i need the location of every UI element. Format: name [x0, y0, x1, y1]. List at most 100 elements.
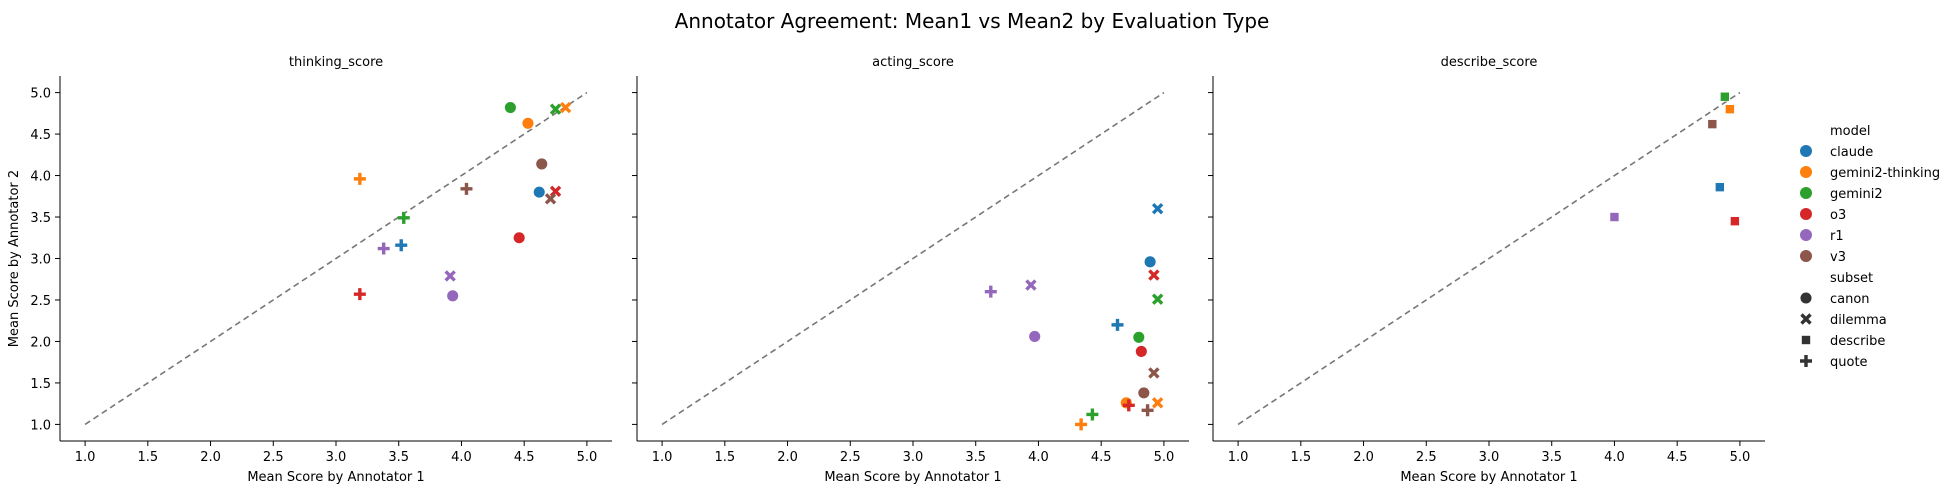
x-tick-label: 2.0	[1353, 450, 1374, 465]
legend-swatch-o3	[1800, 208, 1812, 220]
legend-hue-title: model	[1830, 124, 1870, 139]
point-claude-describe	[1715, 182, 1725, 192]
point-gemini2-thinking-canon	[521, 116, 535, 130]
legend-label-dilemma: dilemma	[1830, 313, 1887, 328]
x-tick-label: 2.5	[840, 450, 861, 465]
legend-swatch-r1	[1800, 229, 1812, 241]
x-tick-label: 2.5	[1416, 450, 1437, 465]
point-r1-quote	[377, 242, 390, 255]
y-tick-label: 1.5	[30, 377, 51, 392]
y-tick-label: 4.5	[30, 128, 51, 143]
point-gemini2-quote	[1086, 408, 1099, 421]
x-tick-label: 1.0	[75, 450, 96, 465]
point-gemini2-canon	[1132, 330, 1146, 344]
point-gemini2-describe	[1720, 91, 1730, 102]
x-tick-label: 2.0	[777, 450, 798, 465]
legend-label-gemini2-thinking: gemini2-thinking	[1830, 166, 1940, 181]
figure-title: Annotator Agreement: Mean1 vs Mean2 by E…	[675, 9, 1270, 33]
point-claude-quote	[395, 239, 408, 252]
x-tick-label: 5.0	[577, 450, 598, 465]
point-claude-canon	[532, 185, 546, 199]
x-tick-label: 1.5	[1290, 450, 1311, 465]
panel-acting_score: 1.0 1.5 2.0 2.5 3.0 3.5 4.0 4.5 5.0 acting_score M…	[632, 55, 1189, 485]
x-tick-label: 2.0	[200, 450, 221, 465]
x-tick-label: 3.5	[1541, 450, 1562, 465]
point-v3-quote	[1141, 404, 1154, 417]
panel-describe_score: 1.0 1.5 2.0 2.5 3.0 3.5 4.0 4.5 5.0 describe_scor…	[1208, 55, 1765, 485]
x-tick-label: 1.0	[652, 450, 673, 465]
y-tick-label: 4.0	[30, 170, 51, 185]
legend-marker-canon	[1799, 291, 1813, 305]
legend-swatch-claude	[1800, 145, 1812, 157]
x-tick-label: 3.5	[388, 450, 409, 465]
x-tick-label: 4.0	[451, 450, 472, 465]
x-tick-label: 3.5	[965, 450, 986, 465]
legend-label-r1: r1	[1830, 229, 1844, 244]
legend-label-quote: quote	[1830, 355, 1868, 370]
point-gemini2-quote	[397, 211, 410, 224]
reference-line	[1237, 91, 1741, 426]
x-axis-label: Mean Score by Annotator 1	[824, 470, 1001, 485]
legend-style-title: subset	[1830, 271, 1873, 286]
point-claude-canon	[1143, 255, 1157, 269]
panel-title: thinking_score	[289, 55, 383, 70]
y-tick-label: 1.0	[30, 418, 51, 433]
x-tick-label: 3.0	[326, 450, 347, 465]
legend-swatch-v3	[1800, 250, 1812, 262]
y-tick-label: 3.0	[30, 253, 51, 268]
reference-line	[661, 91, 1165, 426]
x-tick-label: 1.0	[1228, 450, 1249, 465]
point-v3-quote	[460, 182, 473, 195]
x-tick-label: 3.0	[903, 450, 924, 465]
legend-label-v3: v3	[1830, 250, 1846, 265]
panel-title: acting_score	[872, 55, 954, 70]
point-r1-quote	[984, 285, 997, 298]
legend: model claude gemini2-thinking gemini2 o3 r1 v3…	[1799, 124, 1940, 370]
y-tick-label: 2.0	[30, 335, 51, 350]
point-o3-describe	[1730, 216, 1740, 226]
point-o3-quote	[1122, 399, 1135, 412]
reference-line	[84, 91, 588, 426]
point-claude-dilemma	[1151, 203, 1164, 215]
y-tick-label: 3.5	[30, 211, 51, 226]
point-v3-canon	[1137, 386, 1151, 400]
point-gemini2-thinking-dilemma	[1151, 397, 1164, 409]
x-tick-label: 4.5	[1667, 450, 1688, 465]
legend-label-claude: claude	[1830, 145, 1873, 160]
x-tick-label: 2.5	[263, 450, 284, 465]
point-v3-describe	[1707, 119, 1718, 129]
legend-marker-describe	[1801, 335, 1811, 345]
x-tick-label: 1.5	[714, 450, 735, 465]
point-o3-canon	[512, 231, 526, 245]
panel-title: describe_score	[1441, 55, 1538, 70]
point-r1-canon	[1028, 330, 1042, 343]
x-tick-label: 1.5	[137, 450, 158, 465]
x-axis-label: Mean Score by Annotator 1	[247, 470, 424, 485]
x-tick-label: 5.0	[1730, 450, 1751, 465]
point-r1-canon	[446, 289, 460, 303]
legend-label-gemini2: gemini2	[1830, 187, 1883, 202]
x-tick-label: 4.0	[1604, 450, 1625, 465]
legend-marker-quote	[1800, 355, 1812, 367]
x-axis-label: Mean Score by Annotator 1	[1400, 470, 1577, 485]
point-claude-quote	[1111, 318, 1124, 331]
point-gemini2-thinking-quote	[353, 172, 366, 185]
point-gemini2-thinking-quote	[1075, 418, 1088, 431]
point-o3-quote	[353, 288, 366, 301]
y-tick-label: 5.0	[30, 87, 51, 102]
point-r1-dilemma	[444, 270, 456, 282]
point-gemini2-dilemma	[1151, 293, 1164, 305]
point-gemini2-dilemma	[549, 103, 562, 115]
point-v3-canon	[535, 157, 549, 171]
point-o3-dilemma	[549, 185, 562, 198]
y-tick-label: 2.5	[30, 294, 51, 309]
point-gemini2-thinking-describe	[1725, 104, 1735, 114]
x-tick-label: 4.5	[514, 450, 535, 465]
x-tick-label: 4.0	[1028, 450, 1049, 465]
panel-thinking_score: 1.0 1.5 2.0 2.5 3.0 3.5 4.0 4.5 5.0 1.0 1.5 2.0 2.5 3…	[7, 55, 612, 485]
point-gemini2-thinking-dilemma	[559, 101, 572, 114]
legend-swatch-gemini2-thinking	[1800, 166, 1812, 178]
legend-label-canon: canon	[1830, 292, 1870, 307]
point-v3-dilemma	[544, 193, 557, 205]
